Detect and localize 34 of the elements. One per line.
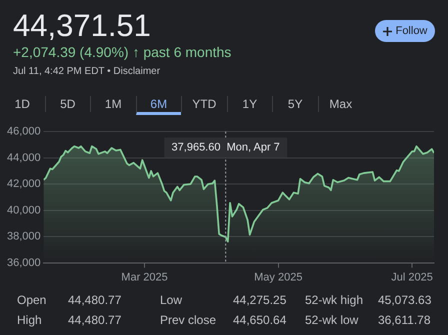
text: 1M [90,96,136,112]
chart-title: 44,371.51 [13,8,151,44]
text: 6M [136,96,181,115]
text: 44,480.77 [68,313,122,327]
y-tick-label: 36,000 [6,256,41,269]
text: Jul 11, 4:42 PM EDT • Disclaimer [13,66,160,77]
chart-subtitle: +2,074.39 (4.90%) ↑ past 6 months [13,44,232,60]
text: YTD [181,96,226,112]
text: 5Y [272,96,318,112]
y-tick-label: 38,000 [6,230,41,243]
text: High [17,313,42,327]
text: Follow [396,25,428,37]
y-tick-label: 42,000 [6,178,41,190]
text: Low [160,293,182,307]
text: 5D [44,96,90,112]
x-tick-label: Jul 2025 [391,271,433,284]
text: 52-wk high [305,293,364,307]
text: 45,073.63 [378,293,432,307]
text: 1D [14,96,31,112]
text: 1Y [226,96,272,112]
text: Open [17,293,46,307]
x-tick-label: Mar 2025 [121,271,168,284]
y-tick-label: 44,000 [6,152,41,164]
text: 44,275.25 [233,293,286,307]
text: 44,650.64 [233,313,286,327]
y-tick-label: 40,000 [6,204,41,216]
text: Max [318,96,363,112]
y-tick-label: 46,000 [6,126,41,138]
x-tick-label: May 2025 [254,271,302,284]
text: 36,611.78 [378,313,430,327]
text: Prev close [160,313,216,327]
text: 52-wk low [305,313,358,327]
annotation: 37,965.60 Mon, Apr 7 [172,142,280,154]
text: 44,480.77 [68,293,122,307]
